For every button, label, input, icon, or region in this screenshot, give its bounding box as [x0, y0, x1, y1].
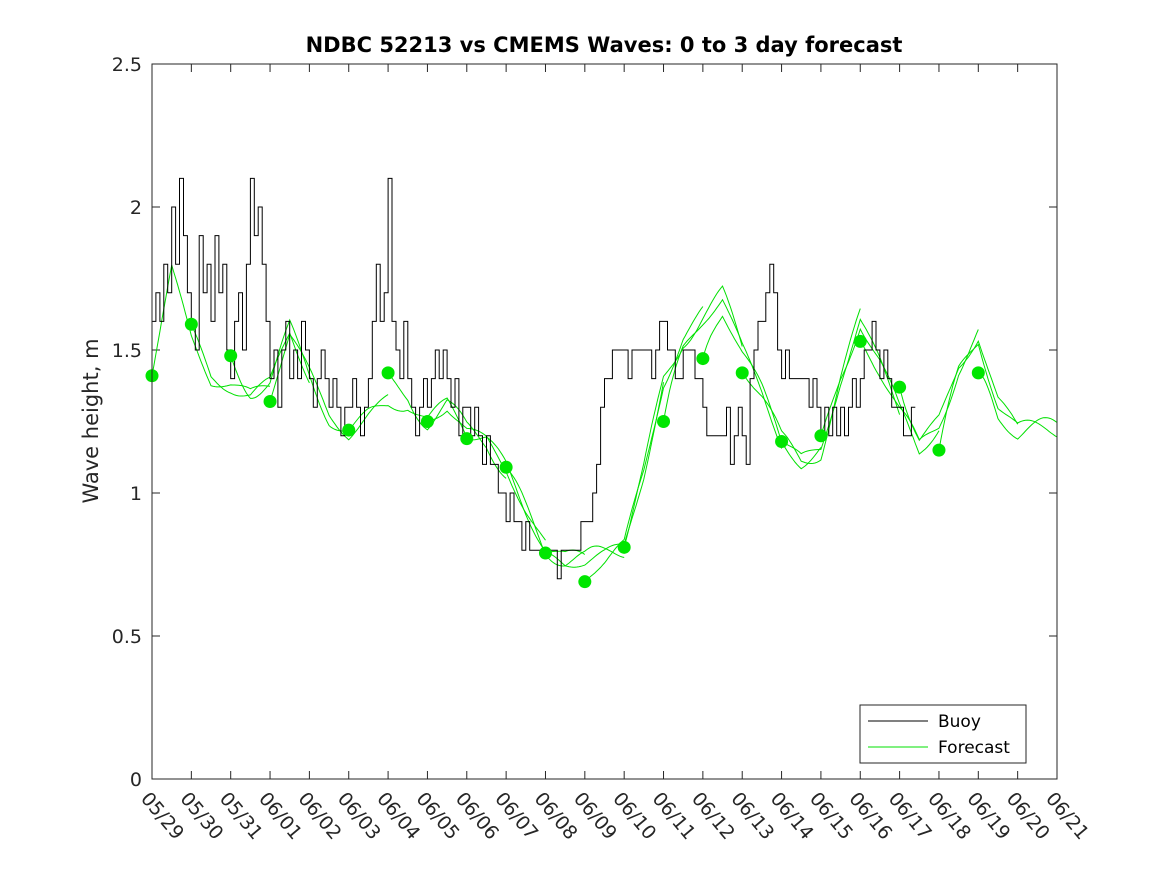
x-tick-label: 06/12: [687, 788, 739, 844]
forecast-run-line: [663, 298, 783, 449]
x-tick-label: 06/21: [1041, 788, 1093, 844]
x-tick-label: 06/14: [766, 788, 818, 844]
x-tick-label: 06/07: [490, 788, 542, 844]
x-tick-label: 06/06: [451, 788, 503, 844]
y-tick-label: 0: [130, 769, 142, 791]
forecast-init-point: [184, 317, 198, 331]
legend-box: [859, 704, 1027, 764]
forecast-init-point: [657, 415, 671, 428]
y-tick-label: 2.5: [112, 54, 142, 76]
x-tick-label: 06/04: [372, 788, 424, 844]
x-tick-label: 06/13: [726, 788, 778, 844]
y-tick-label: 1: [130, 483, 142, 505]
forecast-init-point: [971, 366, 985, 380]
forecast-init-point: [224, 349, 238, 363]
forecast-init-point: [814, 429, 828, 443]
forecast-init-point: [932, 443, 946, 457]
forecast-init-point: [499, 460, 513, 474]
buoy-series-line: [152, 177, 916, 580]
forecast-init-point: [617, 540, 631, 554]
forecast-init-point: [420, 415, 434, 428]
y-tick-label: 0.5: [112, 626, 142, 648]
forecast-run-line: [899, 339, 1019, 442]
legend: Buoy Forecast: [859, 704, 1027, 764]
x-tick-label: 06/20: [1002, 788, 1054, 844]
forecast-run-line: [584, 306, 704, 583]
forecast-init-point: [263, 394, 277, 408]
forecast-run-line: [545, 382, 664, 568]
x-tick-label: 06/05: [412, 788, 464, 844]
x-tick-label: 06/09: [569, 788, 621, 844]
x-tick-label: 06/01: [254, 788, 306, 844]
forecast-run-line: [702, 315, 822, 470]
forecast-init-point: [696, 352, 710, 366]
forecast-run-line: [348, 397, 468, 438]
x-tick-label: 06/02: [294, 788, 346, 844]
x-tick-label: 06/16: [844, 788, 896, 844]
x-tick-label: 06/03: [333, 788, 385, 844]
legend-label-buoy: Buoy: [938, 712, 981, 732]
forecast-init-point: [893, 380, 907, 394]
forecast-init-point: [538, 546, 552, 560]
x-tick-label: 05/31: [215, 788, 267, 844]
y-tick-label: 1.5: [112, 340, 142, 362]
forecast-init-point: [342, 423, 356, 437]
chart-title: NDBC 52213 vs CMEMS Waves: 0 to 3 day fo…: [306, 33, 903, 57]
plot-area: [152, 64, 1057, 779]
forecast-init-point: [381, 366, 395, 380]
axes-box: [151, 63, 1058, 780]
forecast-init-point: [735, 366, 749, 380]
forecast-run-line: [938, 343, 1058, 451]
forecast-run-line: [230, 318, 349, 432]
x-tick-label: 06/19: [962, 788, 1014, 844]
x-tick-label: 05/30: [176, 788, 228, 844]
forecast-run-line: [978, 372, 1058, 440]
x-tick-label: 06/08: [530, 788, 582, 844]
forecast-init-point: [460, 432, 474, 446]
legend-label-forecast: Forecast: [938, 738, 1010, 758]
forecast-init-point: [853, 334, 867, 348]
x-tick-label: 05/29: [136, 788, 188, 844]
series-layer: [145, 177, 1058, 589]
y-tick-label: 2: [130, 197, 142, 219]
y-axis-label: Wave height, m: [79, 338, 103, 503]
x-tick-label: 06/11: [648, 788, 700, 844]
forecast-init-point: [578, 575, 592, 589]
x-tick-label: 06/10: [608, 788, 660, 844]
x-tick-label: 06/15: [805, 788, 857, 844]
forecast-run-line: [741, 308, 861, 465]
x-tick-label: 06/18: [923, 788, 975, 844]
y-axis-ticks: 0 0.5 1 1.5 2 2.5: [112, 54, 1057, 791]
x-tick-label: 06/17: [884, 788, 936, 844]
forecast-run-line: [623, 285, 743, 548]
forecast-init-point: [775, 435, 789, 449]
